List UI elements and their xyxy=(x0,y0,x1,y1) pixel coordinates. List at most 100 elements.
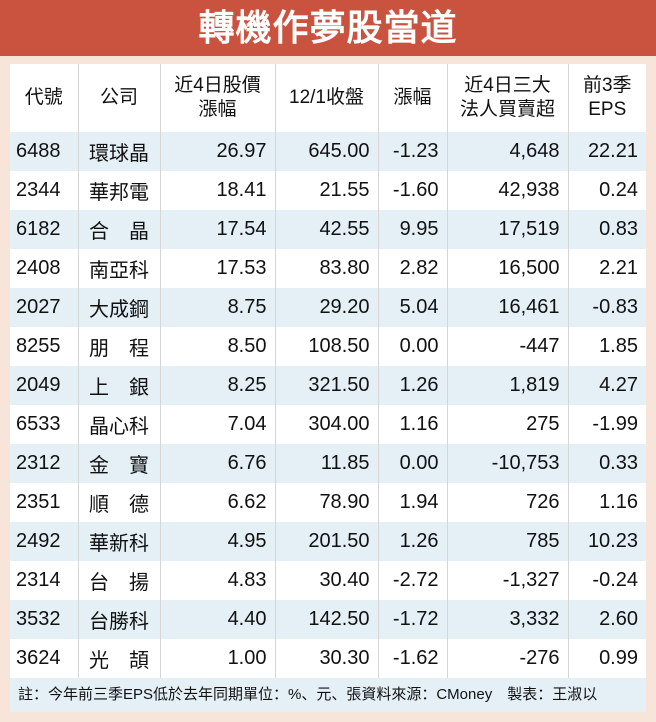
company-cell: 晶心科 xyxy=(77,405,160,444)
close-cell: 29.20 xyxy=(274,288,378,327)
code-cell: 6488 xyxy=(10,132,78,171)
institutional-net-cell: 3,332 xyxy=(446,600,568,639)
eps-cell: 2.21 xyxy=(567,249,646,288)
4day-change-cell: 4.40 xyxy=(159,600,275,639)
4day-change-cell: 6.62 xyxy=(159,483,275,522)
table-row: 2492 華新科 4.95 201.50 1.26 785 10.23 xyxy=(10,522,646,561)
institutional-net-cell: 785 xyxy=(446,522,568,561)
change-cell: 9.95 xyxy=(377,210,447,249)
code-cell: 6533 xyxy=(10,405,78,444)
company-cell: 朋 程 xyxy=(77,327,160,366)
column-header: 漲幅 xyxy=(377,64,447,132)
column-header: 前3季 EPS xyxy=(567,64,646,132)
eps-cell: 0.83 xyxy=(567,210,646,249)
eps-cell: -0.24 xyxy=(567,561,646,600)
close-cell: 304.00 xyxy=(274,405,378,444)
table-row: 6182 合 晶 17.54 42.55 9.95 17,519 0.83 xyxy=(10,210,646,249)
change-cell: 0.00 xyxy=(377,444,447,483)
institutional-net-cell: -447 xyxy=(446,327,568,366)
page-title: 轉機作夢股當道 xyxy=(0,0,656,56)
company-cell: 華新科 xyxy=(77,522,160,561)
code-cell: 2344 xyxy=(10,171,78,210)
close-cell: 11.85 xyxy=(274,444,378,483)
close-cell: 42.55 xyxy=(274,210,378,249)
close-cell: 78.90 xyxy=(274,483,378,522)
table-row: 2351 順 德 6.62 78.90 1.94 726 1.16 xyxy=(10,483,646,522)
close-cell: 645.00 xyxy=(274,132,378,171)
company-cell: 大成鋼 xyxy=(77,288,160,327)
change-cell: 1.26 xyxy=(377,522,447,561)
company-cell: 台 揚 xyxy=(77,561,160,600)
company-cell: 華邦電 xyxy=(77,171,160,210)
table-row: 8255 朋 程 8.50 108.50 0.00 -447 1.85 xyxy=(10,327,646,366)
eps-cell: 0.99 xyxy=(567,639,646,678)
4day-change-cell: 18.41 xyxy=(159,171,275,210)
4day-change-cell: 4.83 xyxy=(159,561,275,600)
code-cell: 3624 xyxy=(10,639,78,678)
close-cell: 30.40 xyxy=(274,561,378,600)
4day-change-cell: 7.04 xyxy=(159,405,275,444)
change-cell: -1.60 xyxy=(377,171,447,210)
company-cell: 光 頡 xyxy=(77,639,160,678)
close-cell: 83.80 xyxy=(274,249,378,288)
company-cell: 南亞科 xyxy=(77,249,160,288)
company-cell: 上 銀 xyxy=(77,366,160,405)
institutional-net-cell: -1,327 xyxy=(446,561,568,600)
close-cell: 201.50 xyxy=(274,522,378,561)
company-cell: 金 寶 xyxy=(77,444,160,483)
table-row: 2049 上 銀 8.25 321.50 1.26 1,819 4.27 xyxy=(10,366,646,405)
company-cell: 順 德 xyxy=(77,483,160,522)
footnote: 註：今年前三季EPS低於去年同期單位：%、元、張資料來源：CMoney 製表：王… xyxy=(10,678,646,712)
stock-table: 代號 公司 近4日股價 漲幅 12/1收盤 漲幅 近4日三大 法人買賣超 前3季 EPS 6… xyxy=(10,64,646,678)
4day-change-cell: 6.76 xyxy=(159,444,275,483)
column-header: 近4日三大 法人買賣超 xyxy=(446,64,568,132)
eps-cell: 1.16 xyxy=(567,483,646,522)
code-cell: 2492 xyxy=(10,522,78,561)
code-cell: 2312 xyxy=(10,444,78,483)
4day-change-cell: 17.54 xyxy=(159,210,275,249)
eps-cell: -0.83 xyxy=(567,288,646,327)
change-cell: -1.23 xyxy=(377,132,447,171)
close-cell: 21.55 xyxy=(274,171,378,210)
institutional-net-cell: 16,500 xyxy=(446,249,568,288)
table-row: 6533 晶心科 7.04 304.00 1.16 275 -1.99 xyxy=(10,405,646,444)
table-row: 2027 大成鋼 8.75 29.20 5.04 16,461 -0.83 xyxy=(10,288,646,327)
column-header: 12/1收盤 xyxy=(274,64,378,132)
close-cell: 30.30 xyxy=(274,639,378,678)
eps-cell: 22.21 xyxy=(567,132,646,171)
institutional-net-cell: 726 xyxy=(446,483,568,522)
table-row: 2312 金 寶 6.76 11.85 0.00 -10,753 0.33 xyxy=(10,444,646,483)
4day-change-cell: 17.53 xyxy=(159,249,275,288)
table-header-row: 代號 公司 近4日股價 漲幅 12/1收盤 漲幅 近4日三大 法人買賣超 前3季 EPS xyxy=(10,64,646,132)
column-header: 公司 xyxy=(77,64,160,132)
eps-cell: 10.23 xyxy=(567,522,646,561)
table-row: 2408 南亞科 17.53 83.80 2.82 16,500 2.21 xyxy=(10,249,646,288)
table-row: 2314 台 揚 4.83 30.40 -2.72 -1,327 -0.24 xyxy=(10,561,646,600)
close-cell: 142.50 xyxy=(274,600,378,639)
institutional-net-cell: -276 xyxy=(446,639,568,678)
table-row: 6488 環球晶 26.97 645.00 -1.23 4,648 22.21 xyxy=(10,132,646,171)
institutional-net-cell: 17,519 xyxy=(446,210,568,249)
code-cell: 2027 xyxy=(10,288,78,327)
stock-table-container: 代號 公司 近4日股價 漲幅 12/1收盤 漲幅 近4日三大 法人買賣超 前3季 EPS 6… xyxy=(10,64,646,712)
close-cell: 108.50 xyxy=(274,327,378,366)
change-cell: 1.26 xyxy=(377,366,447,405)
4day-change-cell: 8.25 xyxy=(159,366,275,405)
institutional-net-cell: -10,753 xyxy=(446,444,568,483)
table-row: 3532 台勝科 4.40 142.50 -1.72 3,332 2.60 xyxy=(10,600,646,639)
institutional-net-cell: 4,648 xyxy=(446,132,568,171)
eps-cell: 1.85 xyxy=(567,327,646,366)
4day-change-cell: 1.00 xyxy=(159,639,275,678)
4day-change-cell: 8.75 xyxy=(159,288,275,327)
code-cell: 8255 xyxy=(10,327,78,366)
institutional-net-cell: 42,938 xyxy=(446,171,568,210)
change-cell: 1.94 xyxy=(377,483,447,522)
code-cell: 2314 xyxy=(10,561,78,600)
eps-cell: -1.99 xyxy=(567,405,646,444)
column-header: 近4日股價 漲幅 xyxy=(159,64,275,132)
table-row: 2344 華邦電 18.41 21.55 -1.60 42,938 0.24 xyxy=(10,171,646,210)
institutional-net-cell: 275 xyxy=(446,405,568,444)
company-cell: 合 晶 xyxy=(77,210,160,249)
change-cell: 1.16 xyxy=(377,405,447,444)
change-cell: -1.62 xyxy=(377,639,447,678)
